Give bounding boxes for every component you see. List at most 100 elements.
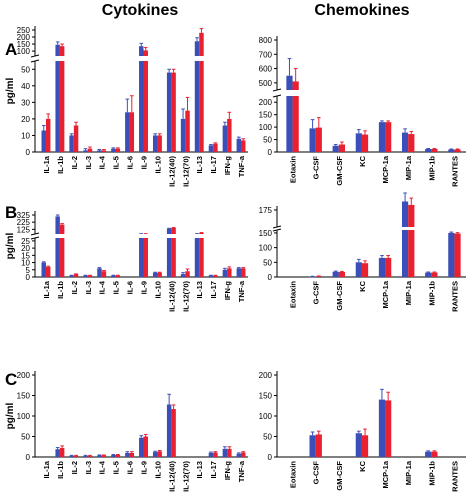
bar xyxy=(157,272,162,277)
x-tick-label: TNF-a xyxy=(237,280,246,302)
bar xyxy=(166,228,172,277)
bar xyxy=(111,275,116,277)
x-tick-label: IL-10 xyxy=(153,156,162,174)
bar xyxy=(292,81,299,152)
bar xyxy=(69,135,74,152)
bar xyxy=(171,409,176,457)
bar xyxy=(59,447,65,457)
header-chemokines: Chemokines xyxy=(314,2,409,19)
bar xyxy=(152,272,158,277)
bar xyxy=(139,234,144,277)
bar xyxy=(171,72,176,152)
bar xyxy=(73,125,79,152)
bar xyxy=(213,143,218,152)
y-tick-label: 30 xyxy=(21,98,30,107)
bar xyxy=(378,257,386,277)
bar xyxy=(241,140,246,152)
x-tick-label: IL-9 xyxy=(140,461,149,474)
bar xyxy=(157,135,162,152)
bar xyxy=(97,455,102,457)
bar xyxy=(125,452,130,457)
y-axis-label: pg/ml xyxy=(5,77,16,104)
bar xyxy=(73,274,79,277)
bar xyxy=(111,454,116,457)
panel-B-right: 0 50 100 150 175 Eotaxin G-CSF GM-CSF KC MCP-1a MI… xyxy=(259,192,468,312)
x-tick-label: IL-6 xyxy=(126,461,135,474)
bar xyxy=(425,451,432,457)
bar xyxy=(315,276,322,277)
bar xyxy=(55,44,60,152)
bar xyxy=(408,134,415,152)
axis-break xyxy=(273,227,468,230)
x-tick-label: GM-CSF xyxy=(335,156,344,186)
y-tick-label: 200 xyxy=(259,371,273,380)
bar xyxy=(213,275,218,277)
x-tick-label: TNF-a xyxy=(237,155,246,177)
x-tick-label: IL-17 xyxy=(209,461,218,479)
x-tick-label: IL-1a xyxy=(42,155,51,173)
y-tick-label: 150 xyxy=(17,392,31,401)
bar xyxy=(185,271,190,277)
bar xyxy=(431,149,438,152)
x-tick-label: RANTES xyxy=(450,281,459,312)
axis-break-mark xyxy=(272,228,282,232)
x-tick-label: IL-17 xyxy=(209,156,218,174)
bar xyxy=(448,149,455,152)
bar xyxy=(185,110,190,152)
x-tick-label: IL-2 xyxy=(70,156,79,169)
x-tick-label: IL-12(40) xyxy=(167,155,176,186)
y-axis-label: pg/ml xyxy=(5,232,16,259)
y-tick-label: 500 xyxy=(259,79,273,88)
y-tick-label: 0 xyxy=(26,148,31,157)
bar xyxy=(338,272,346,277)
x-tick-label: IL-1b xyxy=(56,156,65,174)
bar xyxy=(97,150,102,152)
bar xyxy=(361,263,369,277)
bar xyxy=(83,275,88,277)
bar xyxy=(83,455,88,457)
bar xyxy=(309,128,316,152)
x-tick-label: IL-13 xyxy=(195,281,204,299)
bar xyxy=(236,453,242,457)
y-tick-label: 50 xyxy=(263,433,272,442)
x-tick-label: KC xyxy=(358,280,367,291)
y-tick-label: 150 xyxy=(259,229,273,238)
bar xyxy=(332,271,339,277)
bar xyxy=(199,232,204,277)
y-tick-label: 150 xyxy=(17,40,31,49)
bar xyxy=(139,46,144,152)
bar xyxy=(139,437,144,457)
y-tick-label: 100 xyxy=(259,244,273,253)
y-tick-label: 325 xyxy=(17,211,31,220)
x-tick-label: IL-17 xyxy=(209,281,218,299)
y-tick-label: 600 xyxy=(259,65,273,74)
bar xyxy=(97,268,102,277)
x-tick-label: IL-13 xyxy=(195,156,204,174)
x-tick-label: IL-2 xyxy=(70,461,79,474)
bar xyxy=(208,452,214,457)
x-tick-label: IL-3 xyxy=(84,281,93,294)
x-tick-label: IL-10 xyxy=(153,461,162,479)
bar xyxy=(361,435,369,457)
x-tick-label: IL-5 xyxy=(112,156,121,169)
bar xyxy=(208,275,214,277)
bar xyxy=(129,112,135,152)
bar xyxy=(143,436,148,457)
x-tick-label: KC xyxy=(358,155,367,166)
bar xyxy=(101,271,107,277)
bar xyxy=(241,268,246,277)
bar xyxy=(355,433,362,457)
bar xyxy=(338,144,346,152)
x-tick-label: IL-5 xyxy=(112,461,121,474)
bar xyxy=(315,434,322,457)
bar xyxy=(129,452,135,457)
bar xyxy=(87,148,93,152)
bar xyxy=(385,122,392,152)
bar xyxy=(69,455,74,457)
bar xyxy=(227,118,232,152)
x-tick-label: MCP-1a xyxy=(381,155,390,183)
axis-break-mark xyxy=(30,236,40,240)
y-tick-label: 0 xyxy=(268,273,273,282)
y-tick-label: 15 xyxy=(21,251,30,260)
